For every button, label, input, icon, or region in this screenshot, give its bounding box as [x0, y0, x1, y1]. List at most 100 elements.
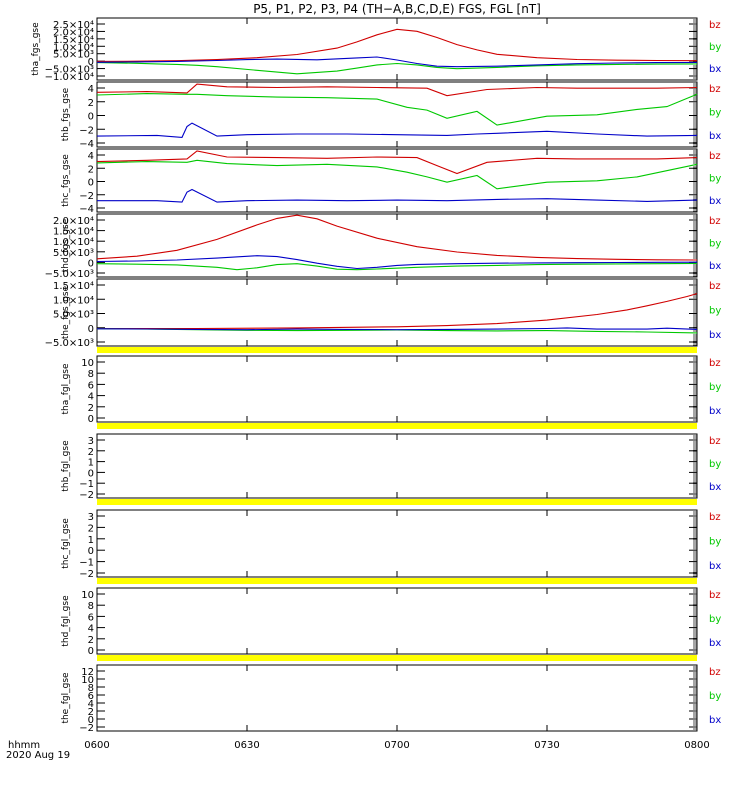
y-tick-label: 2.0×10⁴ [53, 216, 94, 227]
y-tick-label: 0 [88, 178, 94, 189]
panel-tha_fgs_gse: tha_fgs_gse 2.5×10⁴2.0×10⁴1.5×10⁴1.0×10⁴5… [31, 17, 721, 83]
y-axis-label: thb_fgs_gse [61, 87, 71, 141]
legend-bx: bx [709, 482, 721, 493]
y-tick-label: 8 [88, 369, 94, 380]
series-bz-line [96, 28, 698, 62]
y-tick-label: 4 [88, 392, 94, 403]
y-tick-label: 1 [88, 458, 94, 469]
y-tick-label: 0 [88, 646, 94, 657]
panel-thc_fgs_gse: thc_fgs_gse 4 2 0 −2 −4 bz by bx [61, 148, 721, 215]
legend-bz: bz [709, 667, 721, 678]
y-tick-label: 5.0×10³ [53, 310, 94, 321]
y-tick-label: 1.0×10⁴ [53, 42, 94, 53]
legend-bz: bz [709, 512, 721, 523]
legend-bx: bx [709, 561, 721, 572]
panel-frame [96, 213, 698, 278]
series-bz-line [97, 293, 698, 330]
series-by-line [96, 93, 698, 126]
legend-bz: bz [709, 84, 721, 95]
legend-by: by [709, 306, 721, 317]
y-tick-label: −5.0×10³ [45, 65, 94, 76]
y-tick-label: −2 [79, 191, 94, 202]
series-bz-line [96, 83, 698, 97]
x-tick-label: 0730 [534, 740, 559, 751]
y-tick-label: 6 [88, 612, 94, 623]
legend-bx: bx [709, 715, 721, 726]
panels: tha_fgs_gse 2.5×10⁴2.0×10⁴1.5×10⁴1.0×10⁴5… [31, 17, 721, 734]
series-bz-line [96, 150, 698, 175]
legend-bx: bx [709, 64, 721, 75]
y-tick-label: 1.5×10⁴ [53, 227, 94, 238]
legend-by: by [709, 174, 721, 185]
panel-thb_fgs_gse: thb_fgs_gse 4 2 0 −2 −4 bz by bx [61, 81, 721, 150]
y-tick-label: 1.5×10⁴ [53, 281, 94, 292]
y-tick-label: 2 [88, 403, 94, 414]
y-tick-label: 4 [88, 151, 94, 162]
legend-by: by [709, 42, 721, 53]
panel-frame [96, 509, 698, 578]
x-tick-label: 0600 [84, 740, 109, 751]
y-tick-label: −2 [79, 569, 94, 580]
y-tick-label: 0 [88, 57, 94, 68]
y-axis-label: tha_fgl_gse [61, 363, 71, 415]
y-axis-label: tha_fgs_gse [31, 22, 41, 76]
y-tick-label: 4 [88, 699, 94, 710]
y-tick-label: 0 [88, 414, 94, 425]
y-tick-label: 2.5×10⁴ [53, 20, 94, 31]
y-axis-label: the_fgs_gse [61, 285, 71, 339]
legend-bz: bz [709, 20, 721, 31]
y-tick-label: 8 [88, 601, 94, 612]
y-tick-label: 2.0×10⁴ [53, 27, 94, 38]
y-tick-label: 6 [88, 380, 94, 391]
y-tick-label: 1 [88, 535, 94, 546]
y-tick-label: 4 [88, 624, 94, 635]
y-tick-label: 2 [88, 98, 94, 109]
y-tick-label: 0 [88, 715, 94, 726]
legend-bx: bx [709, 406, 721, 417]
y-tick-label: −2 [79, 723, 94, 734]
y-tick-label: −1 [79, 479, 94, 490]
legend-bz: bz [709, 436, 721, 447]
x-tick-label: 0630 [234, 740, 259, 751]
legend-by: by [709, 614, 721, 625]
y-tick-label: 0 [88, 258, 94, 269]
y-axis-label: thb_fgl_gse [61, 440, 71, 492]
y-tick-label: 5.0×10³ [53, 50, 94, 61]
y-tick-label: 10 [81, 358, 94, 369]
y-axis-label: the_fgl_gse [61, 672, 71, 724]
y-tick-label: −4 [79, 139, 94, 150]
y-tick-label: −1 [79, 558, 94, 569]
panel-thd_fgs_gse: thd_fgs_gse2.0×10⁴1.5×10⁴1.0×10⁴5.0×10³0… [45, 213, 721, 280]
x-axis-label-date: 2020 Aug 19 [6, 750, 70, 761]
y-tick-label: 10 [81, 675, 94, 686]
series-by-line [96, 159, 698, 190]
panel-frame [96, 81, 698, 148]
data-gap-bar [97, 347, 697, 353]
data-gap-bar [97, 499, 697, 505]
legend-bx: bx [709, 330, 721, 341]
legend-bx: bx [709, 638, 721, 649]
data-gap-bar [97, 655, 697, 661]
y-tick-label: 0 [88, 112, 94, 123]
x-axis-label-hhmm: hhmm [8, 740, 40, 751]
legend-by: by [709, 382, 721, 393]
legend-by: by [709, 691, 721, 702]
y-tick-label: 10 [81, 590, 94, 601]
y-tick-label: 4 [88, 84, 94, 95]
legend-bx: bx [709, 196, 721, 207]
y-axis-label: thc_fgl_gse [61, 518, 71, 569]
panel-frame [96, 17, 698, 81]
legend-bz: bz [709, 216, 721, 227]
y-tick-label: 0 [88, 546, 94, 557]
y-axis-label: thd_fgl_gse [61, 595, 71, 647]
x-axis: 0600 0630 0700 0730 0800 [84, 740, 709, 751]
y-tick-label: 3 [88, 436, 94, 447]
data-gap-bar [97, 578, 697, 584]
legend-by: by [709, 459, 721, 470]
